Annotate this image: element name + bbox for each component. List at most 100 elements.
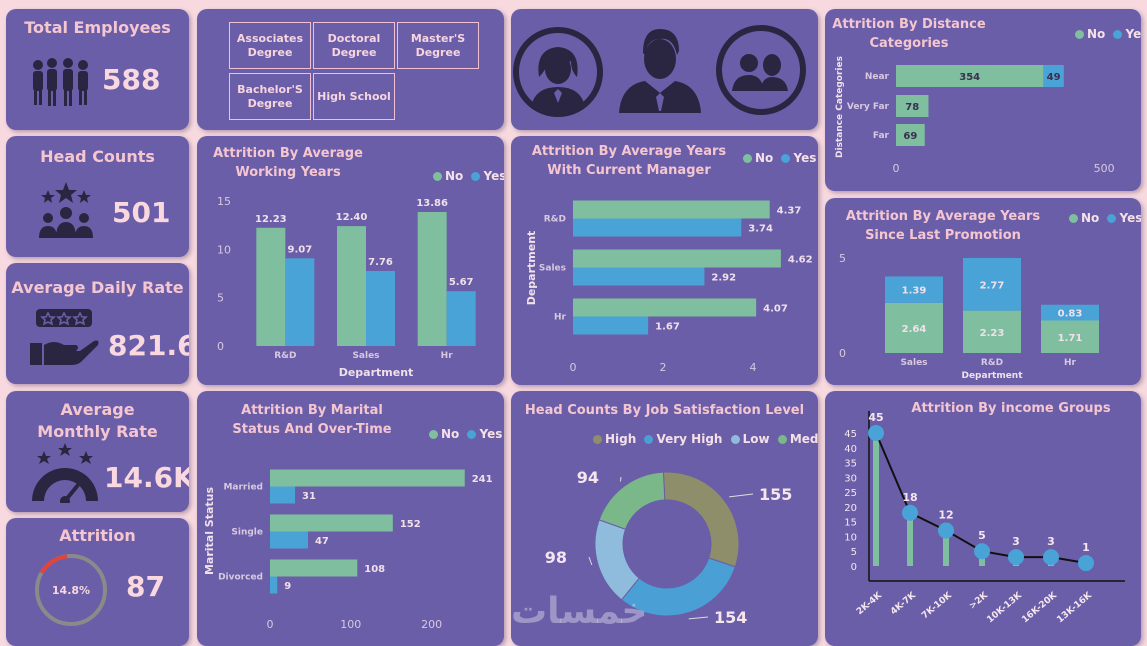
data-label: 3.74 [748,224,773,235]
data-label: 18 [902,491,917,504]
data-label: 2.92 [711,273,736,284]
kpi-title: Attrition [59,526,136,545]
x-tick-label: 7K-10K [920,590,955,621]
kpi-value: 588 [102,63,161,96]
data-label: 0.83 [1058,309,1083,320]
chart-current-manager: Attrition By Average Years With Current … [511,136,818,385]
kpi-value: 87 [126,570,165,603]
y-tick-label: Hr [554,313,567,323]
legend-yes: Yes [483,169,504,183]
x-axis-label: Department [961,371,1023,381]
x-tick-label: >2K [968,590,991,612]
data-point [974,543,990,560]
working-years-plot: 0 5 10 15 12.23 9.07 R&D 12.40 7.76 Sales 13.86 5.6… [217,195,476,379]
chart-satisfaction: Head Counts By Job Satisfaction Level Hi… [511,391,818,646]
y-tick-label: 10 [217,243,231,256]
bar-yes [573,218,742,237]
x-tick-label: 0 [267,618,274,631]
legend-no: No [1081,211,1100,225]
bar-no [337,226,366,346]
y-tick-label: 0 [839,347,846,360]
data-label: 154 [714,608,747,627]
bar-yes [270,531,308,549]
data-label: 7.76 [368,257,393,268]
y-tick-label: 5 [839,252,846,265]
legend-medium: Medium [789,432,818,446]
y-tick-label: 40 [844,444,857,455]
y-tick-label: 15 [217,195,231,208]
legend-very-high: Very High [656,432,723,446]
male-user-icon[interactable] [615,23,705,115]
lollipop-stem [873,433,879,566]
data-label: 241 [472,474,493,485]
y-tick-label: Near [865,72,890,82]
chart-title: Attrition By Average Years Since Last Pr… [845,209,1041,243]
kpi-total-employees: Total Employees 588 [6,9,189,130]
data-label: 69 [903,131,917,142]
filter-bachelors-degree[interactable]: Bachelor'S Degree [229,73,311,120]
data-label: 94 [577,468,599,487]
lollipop-stem [907,512,913,566]
data-label: 1.39 [902,286,927,297]
leader-line [588,556,593,566]
chart-title: Head Counts By Job Satisfaction Level [524,403,805,418]
x-tick-label: 2K-4K [855,590,885,617]
bar-yes [885,276,943,303]
y-tick-label: R&D [544,215,566,225]
chart-legend: No Yes [743,151,816,165]
data-label: 1 [1082,541,1090,554]
leader-line [729,493,754,498]
attrition-ring: 14.8% [35,554,107,626]
bar-no [270,559,358,577]
y-axis-label: Distance Categories [835,56,845,158]
x-tick-label: Sales [900,358,927,368]
users-icon[interactable] [716,25,806,115]
x-tick-label: 4 [750,361,757,374]
data-label: 45 [868,411,883,424]
bar-yes [446,291,476,346]
data-label: 108 [364,564,385,575]
x-tick-label: 16K-20K [1020,590,1059,625]
filter-high-school[interactable]: High School [313,73,395,120]
x-tick-label: 100 [340,618,361,631]
data-label: 3 [1047,535,1055,548]
chart-legend: No Yes [1069,211,1141,225]
filter-masters-degree[interactable]: Master'S Degree [397,22,479,69]
x-tick-label: 4K-7K [889,590,919,617]
legend-no-dot [1075,30,1084,39]
chart-income: Attrition By income Groups 0 5 10 15 20 25 30 3… [825,391,1141,646]
legend-very-high-dot [644,435,654,444]
chart-marital: Attrition By Marital Status And Over-Tim… [197,391,504,646]
y-tick-label: 0 [851,562,857,573]
x-tick-label: Sales [352,351,379,361]
team-stars-icon [39,182,93,238]
data-label: 354 [959,72,980,83]
bar-no [885,302,943,353]
female-user-icon[interactable] [513,27,603,117]
y-tick-label: Sales [539,264,566,274]
bar-no [896,65,1044,87]
y-tick-label: 5 [217,292,224,305]
data-label: 98 [545,548,567,567]
bar-no [270,469,465,487]
x-tick-label: Hr [1064,358,1077,368]
y-tick-label: 0 [217,340,224,353]
legend-no-dot [1069,214,1078,223]
data-label: 155 [759,485,792,504]
y-tick-label: 45 [844,429,857,440]
chart-promotion: Attrition By Average Years Since Last Pr… [825,198,1141,385]
bar-no [270,514,393,532]
data-label: 2.23 [980,328,1005,339]
filter-doctoral-degree[interactable]: Doctoral Degree [313,22,395,69]
x-tick-label: 13K-16K [1055,590,1094,625]
kpi-avg-daily-rate: Average Daily Rate 821.6 [6,263,189,384]
filter-associates-degree[interactable]: Associates Degree [229,22,311,69]
x-tick-label: R&D [274,351,296,361]
data-point [1008,549,1024,566]
kpi-value: 14.6K [104,461,189,494]
data-label: 3 [1012,535,1020,548]
y-tick-label: 25 [844,488,857,499]
kpi-head-counts: Head Counts 501 [6,136,189,257]
chart-title: Attrition By Marital Status And Over-Tim… [232,403,392,437]
bar-no [573,200,770,219]
